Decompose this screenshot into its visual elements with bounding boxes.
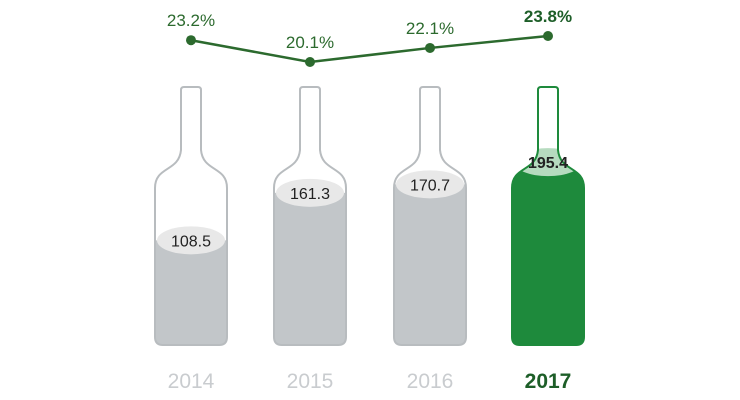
bottle-2016: 170.7 — [393, 86, 467, 346]
bar-value-label-2017: 195.4 — [528, 155, 568, 172]
percentage-label-2015: 20.1% — [286, 33, 334, 52]
percentage-label-2016: 22.1% — [406, 19, 454, 38]
liquid-surface-2014 — [157, 226, 225, 255]
year-label-2014: 2014 — [168, 370, 215, 393]
bar-value-label-2015: 161.3 — [290, 186, 330, 203]
bottle-outline-2014 — [154, 86, 228, 346]
liquid-fill-2016 — [394, 184, 466, 345]
bottle-outline-2016 — [393, 86, 467, 346]
percentage-point-2016 — [425, 42, 435, 53]
bottle-outline-2017 — [511, 86, 585, 346]
bar-value-label-2014: 108.5 — [171, 233, 211, 250]
bottles-layer: 108.5 161.3 170.7 195.4 — [154, 86, 585, 346]
bar-value-label-2016: 170.7 — [410, 177, 450, 194]
bottle-2014: 108.5 — [154, 86, 228, 346]
liquid-fill-2017 — [512, 162, 584, 345]
percentage-point-2015 — [305, 57, 315, 67]
percentage-label-2017: 23.8% — [524, 7, 572, 26]
liquid-surface-2016 — [396, 170, 464, 199]
percentage-line — [190, 34, 549, 64]
percentage-line-layer: 23.2% 20.1% 22.1% 23.8% — [167, 7, 572, 67]
percentage-point-2014 — [186, 35, 196, 46]
bottle-2015: 161.3 — [273, 86, 347, 346]
year-label-2015: 2015 — [287, 370, 334, 393]
year-label-2017: 2017 — [525, 370, 572, 393]
percentage-point-2017 — [543, 31, 553, 41]
liquid-fill-2015 — [274, 192, 346, 345]
bottle-outline-2015 — [273, 86, 347, 346]
year-labels-layer: 2014 2015 2016 2017 — [168, 370, 572, 393]
year-label-2016: 2016 — [407, 370, 454, 393]
liquid-surface-2015 — [276, 178, 344, 207]
percentage-label-2014: 23.2% — [167, 11, 215, 30]
bottle-2017: 195.4 — [511, 86, 585, 346]
liquid-fill-2014 — [155, 240, 227, 345]
